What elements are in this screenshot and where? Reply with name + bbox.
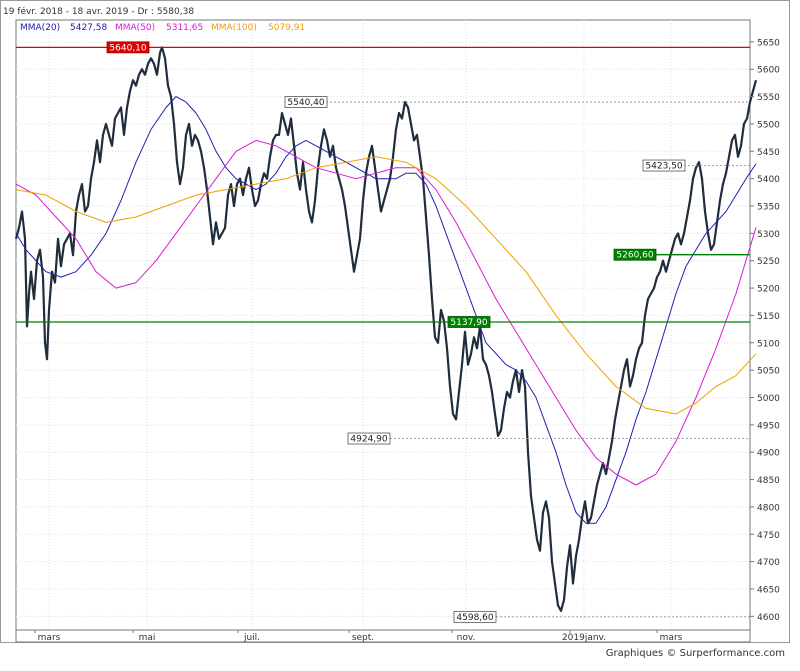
level-label: 4924,90 bbox=[350, 435, 387, 445]
level-label: 5423,50 bbox=[645, 162, 682, 172]
y-tick-label: 4600 bbox=[757, 613, 780, 623]
x-tick-label: 2019janv. bbox=[562, 633, 606, 643]
y-tick-label: 5400 bbox=[757, 175, 780, 185]
level-label: 5640,10 bbox=[109, 43, 146, 53]
y-tick-label: 5600 bbox=[757, 66, 780, 76]
y-tick-label: 5150 bbox=[757, 312, 780, 322]
y-tick-label: 4700 bbox=[757, 558, 780, 568]
legend-ma50-value: 5311,65 bbox=[166, 23, 203, 33]
footer-credit: Graphiques © Surperformance.com bbox=[606, 648, 785, 659]
x-tick-label: sept. bbox=[352, 633, 374, 643]
series-line-ma50 bbox=[15, 139, 757, 486]
x-tick-label: mai bbox=[139, 633, 156, 643]
x-axis-band bbox=[15, 629, 751, 643]
x-tick-label: mars bbox=[38, 633, 61, 643]
y-tick-label: 4800 bbox=[757, 503, 780, 513]
level-label-box bbox=[284, 96, 328, 108]
y-tick-label: 5650 bbox=[757, 38, 780, 48]
legend-ma20-label: MMA(20) bbox=[20, 23, 60, 33]
y-tick-label: 5450 bbox=[757, 148, 780, 158]
level-label: 5137,90 bbox=[450, 318, 487, 328]
y-tick-label: 5250 bbox=[757, 257, 780, 267]
y-tick-label: 5050 bbox=[757, 367, 780, 377]
y-tick-label: 4750 bbox=[757, 531, 780, 541]
series-line-ma100 bbox=[15, 156, 757, 415]
plot-area bbox=[15, 19, 751, 631]
level-label: 4598,60 bbox=[456, 613, 493, 623]
legend-ma100-value: 5079,91 bbox=[268, 23, 305, 33]
x-tick-label: juil. bbox=[243, 633, 260, 643]
y-tick-label: 5200 bbox=[757, 285, 780, 295]
y-tick-label: 5000 bbox=[757, 394, 780, 404]
y-tick-label: 4950 bbox=[757, 421, 780, 431]
legend-ma100-label: MMA(100) bbox=[211, 23, 257, 33]
level-label-box bbox=[642, 159, 686, 172]
level-label: 5260,60 bbox=[616, 251, 653, 261]
level-label: 5540,40 bbox=[287, 98, 324, 108]
level-label-box bbox=[447, 316, 491, 328]
level-label-box bbox=[347, 432, 391, 445]
y-tick-label: 5550 bbox=[757, 93, 780, 103]
legend-ma20-value: 5427,58 bbox=[70, 23, 107, 33]
level-label-box bbox=[453, 610, 497, 623]
series-line-price bbox=[14, 46, 758, 613]
legend-ma50-label: MMA(50) bbox=[115, 23, 155, 33]
y-tick-label: 5100 bbox=[757, 339, 780, 349]
header-range: 19 févr. 2018 - 18 avr. 2019 - Dr : 5580… bbox=[3, 6, 194, 17]
y-tick-label: 5300 bbox=[757, 230, 780, 240]
y-tick-label: 5350 bbox=[757, 203, 780, 213]
y-tick-label: 5500 bbox=[757, 120, 780, 130]
series-line-ma20 bbox=[15, 96, 757, 524]
level-label-box bbox=[106, 41, 150, 54]
y-tick-label: 4850 bbox=[757, 476, 780, 486]
level-label-box bbox=[613, 248, 657, 261]
y-tick-label: 4900 bbox=[757, 449, 780, 459]
x-tick-label: nov. bbox=[457, 633, 476, 643]
x-tick-label: mars bbox=[660, 633, 683, 643]
y-tick-label: 4650 bbox=[757, 585, 780, 595]
